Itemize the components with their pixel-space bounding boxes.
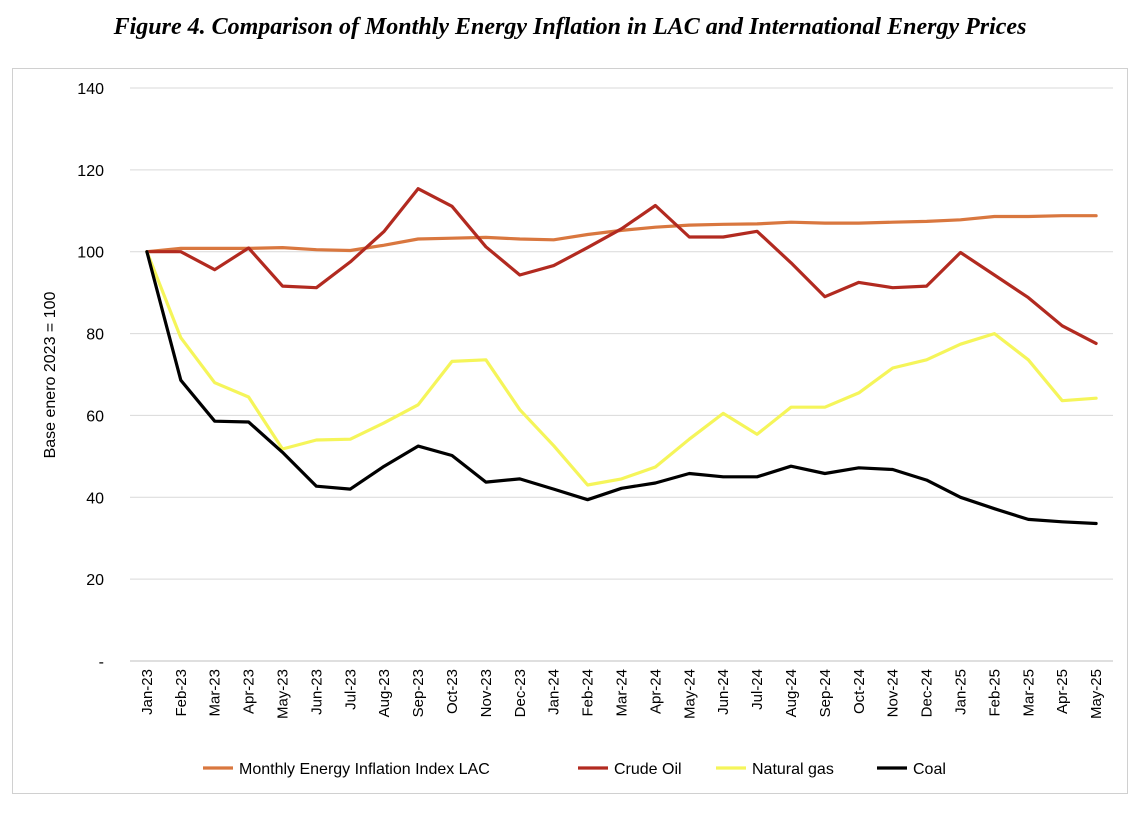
x-tick-label: Apr-24 [647,669,664,714]
x-tick-label: Feb-23 [173,669,190,717]
series-line-3 [145,250,1098,526]
x-tick-label: Aug-24 [783,669,800,717]
x-tick-label: Nov-24 [885,669,902,717]
x-tick-label: Feb-25 [986,669,1003,717]
x-tick-label: Feb-24 [580,669,597,717]
x-tick-label: Jan-25 [952,669,969,715]
legend-label: Crude Oil [614,761,682,778]
x-tick-label: Apr-25 [1054,669,1071,714]
y-axis: - 20 40 60 80 100 120 140 [77,81,104,671]
x-tick-label: May-25 [1088,669,1105,719]
x-tick-label: Jan-24 [546,669,563,715]
y-tick-label: 60 [86,408,104,425]
x-tick-label: Dec-23 [512,669,529,717]
y-tick-label: 100 [77,245,104,262]
y-tick-label: 120 [77,163,104,180]
legend-label: Natural gas [752,761,834,778]
x-tick-label: Mar-24 [614,669,631,717]
series-lines [145,187,1098,526]
legend-label: Monthly Energy Inflation Index LAC [239,761,490,778]
x-axis: Jan-23 Feb-23 Mar-23 Apr-23 May-23 Jun-23 Jul-… [139,669,1105,719]
x-tick-label: Dec-24 [919,669,936,717]
y-tick-label: 20 [86,572,104,589]
y-axis-title: Base enero 2023 = 100 [42,292,59,459]
series-line-1 [145,187,1098,345]
x-tick-label: Aug-23 [376,669,393,717]
y-tick-label: 140 [77,81,104,98]
legend-label: Coal [913,761,946,778]
x-tick-label: May-24 [681,669,698,719]
figure-title: Figure 4. Comparison of Monthly Energy I… [113,14,1027,40]
y-tick-label: 40 [86,490,104,507]
gridlines [130,87,1113,662]
x-tick-label: Mar-25 [1020,669,1037,717]
x-tick-label: Jan-23 [139,669,156,715]
x-tick-label: Jul-23 [342,669,359,710]
x-tick-label: Sep-23 [410,669,427,717]
x-tick-label: Sep-24 [817,669,834,717]
x-tick-label: Mar-23 [207,669,224,717]
x-tick-label: Apr-23 [241,669,258,714]
y-tick-label: 80 [86,327,104,344]
x-tick-label: Jul-24 [749,669,766,710]
series-line-0 [145,214,1098,254]
x-tick-label: Nov-23 [478,669,495,717]
x-tick-label: Oct-24 [851,669,868,714]
chart-frame [12,68,1128,794]
x-tick-label: Jun-23 [308,669,325,715]
x-tick-label: Oct-23 [444,669,461,714]
series-line-2 [145,250,1098,487]
y-tick-label: - [99,654,104,671]
x-tick-label: Jun-24 [715,669,732,715]
x-tick-label: May-23 [275,669,292,719]
legend: Monthly Energy Inflation Index LAC Crude … [203,761,946,778]
